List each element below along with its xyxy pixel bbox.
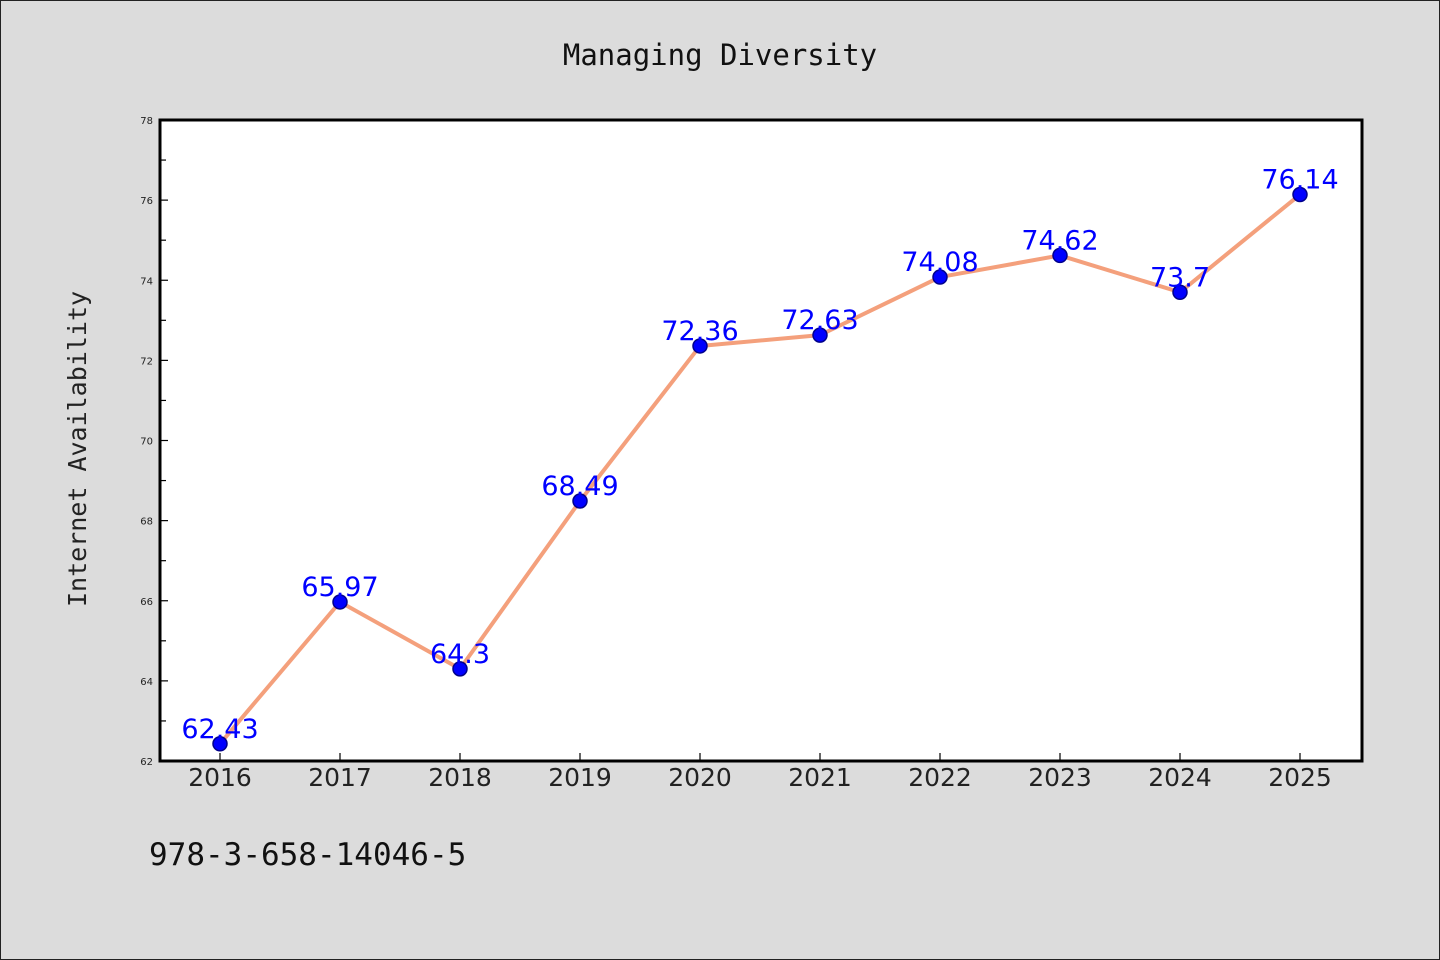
data-point — [692, 338, 708, 354]
data-point — [212, 736, 228, 752]
data-point — [572, 493, 588, 509]
data-point — [812, 327, 828, 343]
x-tick-label: 2023 — [1028, 763, 1092, 792]
plot-area — [158, 118, 1364, 763]
chart-title: Managing Diversity — [563, 38, 877, 72]
data-point — [452, 661, 468, 677]
data-label: 68.49 — [541, 471, 618, 502]
data-point — [332, 594, 348, 610]
y-tick-label: 72 — [140, 356, 153, 367]
y-tick-label: 68 — [140, 517, 153, 528]
data-point — [1292, 186, 1308, 203]
x-tick-label: 2016 — [188, 763, 252, 792]
data-label: 72.63 — [781, 305, 858, 336]
x-tick-label: 2020 — [668, 763, 732, 792]
x-axis-ticks: 2016 2017 2018 2019 2020 2021 2022 2023 2024 2025 — [188, 753, 1332, 792]
y-tick-label: 66 — [140, 597, 153, 608]
data-markers — [212, 186, 1308, 752]
y-tick-label: 76 — [140, 196, 153, 207]
y-axis-label: Internet Availability — [63, 291, 92, 607]
isbn-annotation: 978-3-658-14046-5 — [149, 837, 466, 873]
data-point — [932, 269, 948, 285]
data-point — [1052, 247, 1068, 264]
y-tick-label: 78 — [140, 116, 153, 127]
data-labels: 62.43 65.97 64.3 68.49 72.36 72.63 74.08 74.62 7… — [181, 165, 1338, 745]
data-label: 74.62 — [1021, 225, 1098, 256]
x-tick-label: 2017 — [308, 763, 372, 792]
series-line — [218, 192, 1302, 746]
data-label: 65.97 — [301, 572, 378, 603]
x-tick-label: 2022 — [908, 763, 972, 792]
x-tick-label: 2025 — [1268, 763, 1332, 792]
data-label: 64.3 — [430, 639, 490, 670]
y-tick-label: 62 — [140, 757, 153, 768]
y-tick-label: 64 — [140, 677, 153, 688]
y-axis-ticks: 62 64 66 68 70 72 74 76 78 — [140, 116, 168, 768]
data-label: 76.14 — [1261, 165, 1338, 196]
data-label: 62.43 — [181, 714, 258, 745]
x-tick-label: 2024 — [1148, 763, 1212, 792]
data-label: 72.36 — [661, 316, 738, 347]
x-tick-label: 2018 — [428, 763, 492, 792]
x-tick-label: 2021 — [788, 763, 852, 792]
data-label: 74.08 — [901, 247, 978, 278]
data-label: 73.7 — [1150, 262, 1210, 293]
y-tick-label: 70 — [140, 437, 153, 448]
y-tick-label: 74 — [140, 276, 153, 287]
data-point — [1172, 284, 1188, 301]
x-tick-label: 2019 — [548, 763, 612, 792]
